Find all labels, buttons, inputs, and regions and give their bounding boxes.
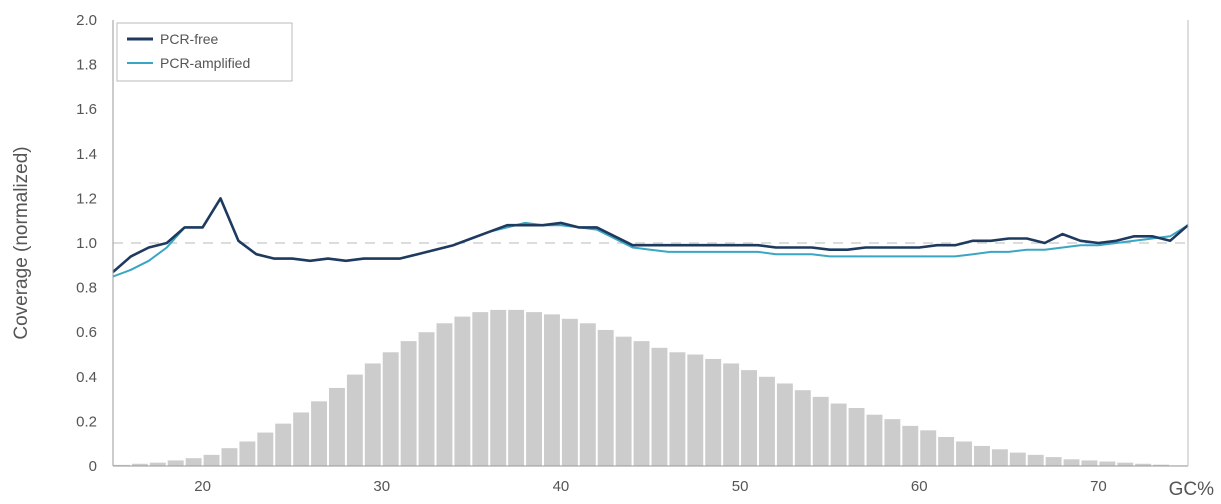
y-tick-label: 1.0 <box>76 235 97 252</box>
histogram-bar <box>508 309 525 466</box>
histogram-bar <box>956 441 972 466</box>
histogram-bar <box>114 464 130 466</box>
histogram-bar <box>651 347 668 466</box>
histogram-bar <box>848 408 865 466</box>
y-tick-label: 1.4 <box>76 146 97 163</box>
histogram-bar <box>1063 459 1080 466</box>
histogram-bar <box>472 312 489 466</box>
x-tick-label: 60 <box>911 478 928 495</box>
histogram-bar <box>167 460 184 466</box>
histogram-bar <box>311 401 327 466</box>
legend-label-pcr-free: PCR-free <box>160 31 219 47</box>
x-axis-title: GC% <box>1169 479 1215 500</box>
histogram-bar <box>418 332 435 466</box>
y-tick-label: 2.0 <box>76 12 97 29</box>
histogram-bar <box>633 341 650 466</box>
histogram-bar <box>561 318 578 466</box>
gc-histogram <box>114 309 1187 466</box>
y-tick-label: 0 <box>89 458 97 475</box>
histogram-bar <box>884 419 901 466</box>
y-tick-label: 0.6 <box>76 324 97 341</box>
histogram-bar <box>1153 464 1170 466</box>
histogram-bar <box>579 323 596 466</box>
histogram-bar <box>293 412 310 466</box>
histogram-bar <box>687 354 704 466</box>
histogram-bar <box>1135 463 1152 466</box>
histogram-bar <box>382 352 399 466</box>
y-tick-label: 1.6 <box>76 101 97 118</box>
x-tick-label: 30 <box>373 478 390 495</box>
y-tick-label: 1.8 <box>76 57 97 74</box>
histogram-bar <box>239 441 256 466</box>
y-tick-label: 0.8 <box>76 280 97 297</box>
histogram-bar <box>991 449 1008 466</box>
histogram-bar <box>723 363 740 466</box>
histogram-bar <box>1027 454 1044 466</box>
histogram-bar <box>436 323 453 466</box>
series-layer <box>112 197 1189 278</box>
histogram-bar <box>705 358 722 466</box>
histogram-bar <box>866 414 883 466</box>
histogram-bar <box>1045 457 1062 466</box>
histogram-bar <box>794 390 811 466</box>
histogram-bar <box>776 383 793 466</box>
histogram-bar <box>329 387 345 466</box>
x-tick-label: 40 <box>553 478 570 495</box>
histogram-bar <box>185 458 202 466</box>
x-tick-label: 20 <box>194 478 211 495</box>
histogram-bar <box>544 314 560 466</box>
histogram-bar <box>221 448 238 466</box>
y-tick-label: 0.4 <box>76 369 97 386</box>
histogram-bar <box>454 316 471 466</box>
axes-layer <box>112 20 1189 467</box>
histogram-bar <box>149 462 166 466</box>
histogram-bar <box>1099 461 1116 466</box>
legend-label-pcr-amplified: PCR-amplified <box>160 55 250 71</box>
histogram-bar <box>938 437 955 466</box>
histogram-bar <box>669 352 686 466</box>
histogram-bar <box>257 432 274 466</box>
y-tick-label: 1.2 <box>76 190 97 207</box>
histogram-bar <box>830 403 847 466</box>
legend: PCR-free PCR-amplified <box>116 22 293 82</box>
histogram-bar <box>974 445 990 466</box>
histogram-bar <box>615 336 632 466</box>
histogram-bar <box>203 454 220 466</box>
y-tick-label: 0.2 <box>76 413 97 430</box>
histogram-bar <box>759 376 775 466</box>
histogram-bar <box>364 363 381 466</box>
series-line-pcr-free <box>112 197 1189 273</box>
histogram-bar <box>1009 452 1026 466</box>
histogram-bar <box>920 430 937 466</box>
histogram-bar <box>490 309 507 466</box>
histogram-bar <box>275 423 292 466</box>
y-axis-title: Coverage (normalized) <box>11 146 32 339</box>
x-tick-label: 70 <box>1090 478 1107 495</box>
y-tick-labels: 0 0.2 0.4 0.6 0.8 1.0 1.2 1.4 1.6 1.8 2.0 <box>76 12 97 475</box>
histogram-bar <box>741 370 757 466</box>
histogram-bar <box>597 329 614 466</box>
histogram-bar <box>526 312 542 466</box>
histogram-bar <box>812 396 829 466</box>
x-tick-label: 50 <box>732 478 749 495</box>
histogram-bar <box>902 425 919 466</box>
histogram-bar <box>1081 460 1098 466</box>
histogram-bar <box>131 463 148 466</box>
x-tick-labels: 20 30 40 50 60 70 <box>194 478 1107 495</box>
histogram-bar <box>1117 462 1134 466</box>
histogram-bar <box>400 341 417 466</box>
histogram-bar <box>346 374 363 466</box>
legend-box <box>116 22 293 82</box>
